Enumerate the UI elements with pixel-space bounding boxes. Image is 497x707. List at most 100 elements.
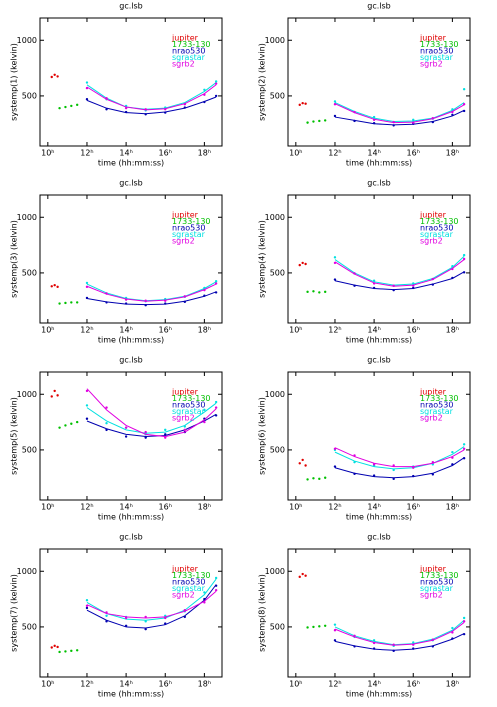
data-point	[451, 108, 454, 111]
data-point	[214, 282, 218, 285]
data-point	[105, 292, 108, 295]
data-point	[333, 278, 337, 281]
y-axis-label: systemp(1) (kelvin)	[10, 43, 19, 121]
data-point	[372, 647, 376, 650]
y-tick-label: 1000	[17, 390, 37, 399]
legend-entry: sgrb2	[420, 60, 443, 69]
data-point	[353, 272, 356, 275]
data-point	[214, 80, 218, 83]
x-axis-label: time (hh:mm:ss)	[98, 159, 164, 168]
data-point	[431, 283, 435, 286]
legend-entry: sgrastar	[172, 407, 206, 416]
fit-curve	[86, 84, 217, 111]
data-point	[304, 574, 307, 577]
x-tick-label: 18ʰ	[198, 680, 211, 689]
y-tick-label: 500	[22, 91, 37, 100]
data-point	[353, 110, 356, 114]
data-point	[412, 121, 415, 124]
data-point	[306, 478, 309, 481]
x-axis-label: time (hh:mm:ss)	[346, 690, 412, 699]
data-point	[124, 616, 128, 620]
data-point	[58, 650, 61, 654]
data-point	[312, 290, 315, 293]
legend-entry: 1733-130	[420, 217, 459, 226]
plot-frame	[39, 548, 223, 678]
legend-entry: nrao530	[172, 47, 205, 56]
x-tick-label: 12ʰ	[328, 503, 341, 512]
data-point	[301, 458, 304, 462]
data-point	[333, 103, 337, 106]
data-point	[353, 284, 356, 287]
data-point	[412, 474, 415, 478]
data-point	[105, 620, 108, 623]
data-point	[412, 647, 415, 650]
data-point	[58, 302, 61, 305]
x-axis-label: time (hh:mm:ss)	[98, 513, 164, 522]
data-point	[451, 626, 454, 630]
data-point	[451, 631, 454, 634]
data-point	[451, 450, 454, 454]
data-point	[203, 591, 206, 594]
data-point	[50, 75, 53, 79]
data-point	[392, 649, 395, 653]
data-point	[164, 616, 167, 620]
data-point	[431, 473, 435, 476]
data-point	[85, 417, 89, 420]
plot-frame	[287, 17, 471, 147]
data-point	[183, 615, 187, 619]
data-point	[451, 456, 454, 459]
data-point	[431, 460, 435, 464]
y-tick-label: 500	[22, 268, 37, 277]
data-point	[203, 597, 206, 601]
y-tick-label: 1000	[265, 36, 285, 45]
data-point	[333, 629, 337, 632]
data-point	[105, 611, 108, 614]
data-point	[70, 422, 73, 425]
data-point	[58, 106, 61, 110]
data-point	[85, 606, 89, 610]
data-point	[301, 261, 304, 265]
y-axis-label: systemp(7) (kelvin)	[10, 574, 19, 652]
data-point	[183, 103, 187, 106]
data-point	[372, 115, 376, 119]
data-point	[318, 291, 321, 294]
data-point	[392, 124, 395, 127]
legend-entry: nrao530	[172, 224, 205, 233]
data-point	[462, 88, 466, 91]
data-point	[431, 645, 435, 648]
data-point	[214, 280, 218, 283]
data-point	[462, 109, 466, 113]
panel: gc.lsb systemp(7) (kelvin) time (hh:mm:ss)…	[10, 533, 223, 699]
data-point	[203, 88, 206, 91]
data-point	[462, 257, 466, 261]
data-point	[85, 81, 89, 84]
data-point	[372, 286, 376, 290]
data-point	[392, 284, 395, 287]
data-point	[70, 649, 73, 653]
data-point	[214, 94, 218, 98]
panel: gc.lsb systemp(8) (kelvin) time (hh:mm:ss)…	[258, 533, 471, 699]
data-point	[50, 285, 53, 288]
data-point	[124, 624, 128, 627]
legend-entry: nrao530	[420, 47, 453, 56]
data-point	[392, 643, 395, 646]
data-point	[312, 120, 315, 123]
data-point	[312, 477, 315, 480]
data-point	[412, 466, 415, 469]
data-point	[333, 623, 337, 626]
x-tick-label: 18ʰ	[198, 149, 211, 158]
data-point	[183, 425, 187, 428]
y-axis-label: systemp(5) (kelvin)	[10, 397, 19, 475]
data-point	[462, 447, 466, 450]
legend-entry: sgrb2	[420, 591, 443, 600]
legend-entry: sgrastar	[172, 584, 206, 593]
x-axis-label: time (hh:mm:ss)	[346, 513, 412, 522]
data-point	[392, 288, 395, 292]
x-tick-label: 10ʰ	[41, 503, 54, 512]
data-point	[85, 98, 89, 101]
data-point	[124, 302, 128, 305]
y-axis-label: systemp(2) (kelvin)	[258, 43, 267, 121]
data-point	[124, 426, 128, 429]
data-point	[333, 639, 337, 642]
data-point	[183, 609, 187, 612]
